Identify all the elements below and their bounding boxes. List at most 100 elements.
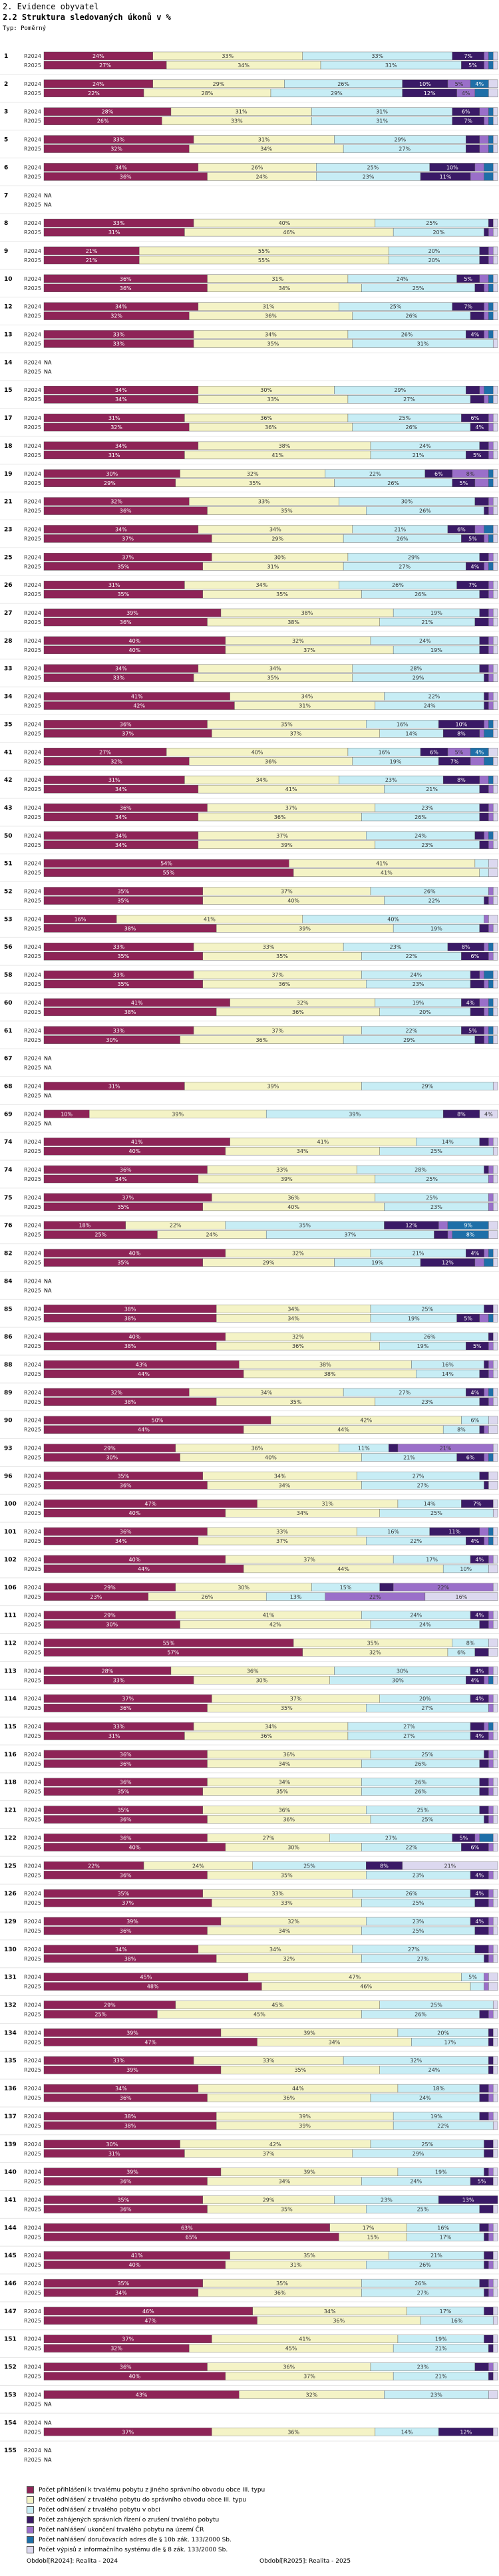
bar-value-label: 27% xyxy=(408,1947,420,1953)
bar-value-label: 10% xyxy=(456,721,468,727)
bar-value-label: 33% xyxy=(258,499,270,505)
na-label: NA xyxy=(44,2457,52,2463)
bar-segment xyxy=(492,1667,498,1675)
bar-segment xyxy=(470,979,484,989)
bar-segment xyxy=(488,534,494,543)
bar-segment xyxy=(488,1843,494,1852)
bar-segment xyxy=(492,2279,498,2288)
bar-segment xyxy=(488,1314,494,1323)
bar-segment xyxy=(488,2223,494,2232)
period-label: R2025 xyxy=(24,953,41,959)
period-label: R2025 xyxy=(24,1928,41,1934)
bar-segment xyxy=(484,525,494,534)
period-label: R2024 xyxy=(24,415,41,421)
period-label: R2025 xyxy=(24,1761,41,1767)
bar-segment xyxy=(488,1007,494,1017)
bar-value-label: 29% xyxy=(271,536,283,542)
period-label: R2024 xyxy=(24,2114,41,2120)
bar-segment xyxy=(488,701,494,710)
group-label: 89 xyxy=(4,1390,13,1396)
group-label: 74 xyxy=(4,1167,13,1174)
group-label: 96 xyxy=(4,1473,13,1480)
bar-value-label: 36% xyxy=(283,1817,295,1823)
group-label: 136 xyxy=(4,2086,17,2092)
bar-value-label: 23% xyxy=(430,2392,442,2398)
bar-segment xyxy=(492,1750,498,1759)
bar-segment xyxy=(488,859,498,868)
group-label: 112 xyxy=(4,1640,17,1647)
bar-value-label: 21% xyxy=(413,1251,424,1257)
bar-value-label: 29% xyxy=(263,2197,275,2203)
bar-segment xyxy=(484,1750,489,1759)
bar-segment xyxy=(488,812,494,822)
bar-segment xyxy=(488,1750,494,1759)
bar-segment xyxy=(492,1843,498,1852)
bar-value-label: 21% xyxy=(421,619,433,625)
bar-value-label: 25% xyxy=(426,1195,438,1201)
bar-value-label: 35% xyxy=(117,2281,129,2287)
period-label: R2025 xyxy=(24,313,41,319)
period-label: R2024 xyxy=(24,1919,41,1925)
bar-segment xyxy=(488,1648,498,1657)
bar-value-label: 37% xyxy=(122,730,134,736)
legend-item: Počet přihlášení k trvalému pobytu z jin… xyxy=(27,2485,492,2495)
period-label: R2024 xyxy=(24,248,41,254)
bar-segment xyxy=(484,673,489,682)
bar-value-label: 4% xyxy=(475,1891,484,1897)
period-label: R2024 xyxy=(24,2142,41,2148)
bar-value-label: 36% xyxy=(251,1446,263,1452)
period-label: R2024 xyxy=(24,1306,41,1312)
bar-value-label: 11% xyxy=(448,1529,460,1535)
period-label: R2025 xyxy=(24,508,41,514)
period-label: R2025 xyxy=(24,1232,41,1238)
bar-segment xyxy=(492,2205,498,2213)
bar-value-label: 5% xyxy=(478,2179,486,2185)
bar-segment xyxy=(479,255,489,265)
period-label: R2024 xyxy=(24,1446,41,1452)
bar-value-label: 47% xyxy=(349,1975,361,1981)
bar-value-label: 19% xyxy=(413,1000,424,1006)
bar-segment xyxy=(484,943,489,951)
bar-value-label: 23% xyxy=(413,981,424,987)
bar-value-label: 29% xyxy=(263,1260,275,1266)
bar-value-label: 4% xyxy=(471,1251,480,1257)
legend-swatch xyxy=(27,2546,34,2553)
group-label: 33 xyxy=(4,666,13,673)
period-label: R2025 xyxy=(24,703,41,709)
group-label: 115 xyxy=(4,1724,17,1730)
bar-value-label: 31% xyxy=(108,2151,120,2157)
bar-value-label: 37% xyxy=(285,805,297,811)
bar-segment xyxy=(492,2149,498,2158)
period-label: R2024 xyxy=(24,332,41,338)
bar-value-label: 21% xyxy=(444,1863,456,1869)
bar-value-label: 24% xyxy=(255,174,267,180)
bar-segment xyxy=(488,135,494,144)
bar-value-label: 32% xyxy=(292,1251,304,1257)
period-label: R2025 xyxy=(24,452,41,458)
bar-value-label: 38% xyxy=(124,1306,136,1312)
group-label: 135 xyxy=(4,2058,17,2064)
bar-value-label: 19% xyxy=(430,610,442,616)
bar-value-label: 24% xyxy=(419,2095,431,2101)
bar-value-label: 25% xyxy=(430,2003,442,2009)
bar-segment xyxy=(484,1360,489,1369)
bar-value-label: 10% xyxy=(446,164,458,170)
bar-value-label: 31% xyxy=(385,63,397,69)
period-label: R2024 xyxy=(24,2170,41,2175)
period-label: R2024 xyxy=(24,944,41,950)
bar-segment xyxy=(470,172,484,181)
period-label: R2024 xyxy=(24,109,41,115)
bar-value-label: 33% xyxy=(271,1891,283,1897)
bar-segment xyxy=(492,2121,498,2130)
bar-value-label: 36% xyxy=(120,1529,132,1535)
bar-value-label: 27% xyxy=(99,63,111,69)
bar-segment xyxy=(492,1332,498,1341)
bar-value-label: 35% xyxy=(281,721,293,727)
bar-segment xyxy=(488,1954,494,1963)
bar-segment xyxy=(492,775,498,784)
bar-segment xyxy=(488,2362,494,2371)
bar-value-label: 21% xyxy=(86,257,98,263)
bar-segment xyxy=(479,1369,489,1378)
legend-item: Počet výpisů z informačního systému dle … xyxy=(27,2545,492,2555)
